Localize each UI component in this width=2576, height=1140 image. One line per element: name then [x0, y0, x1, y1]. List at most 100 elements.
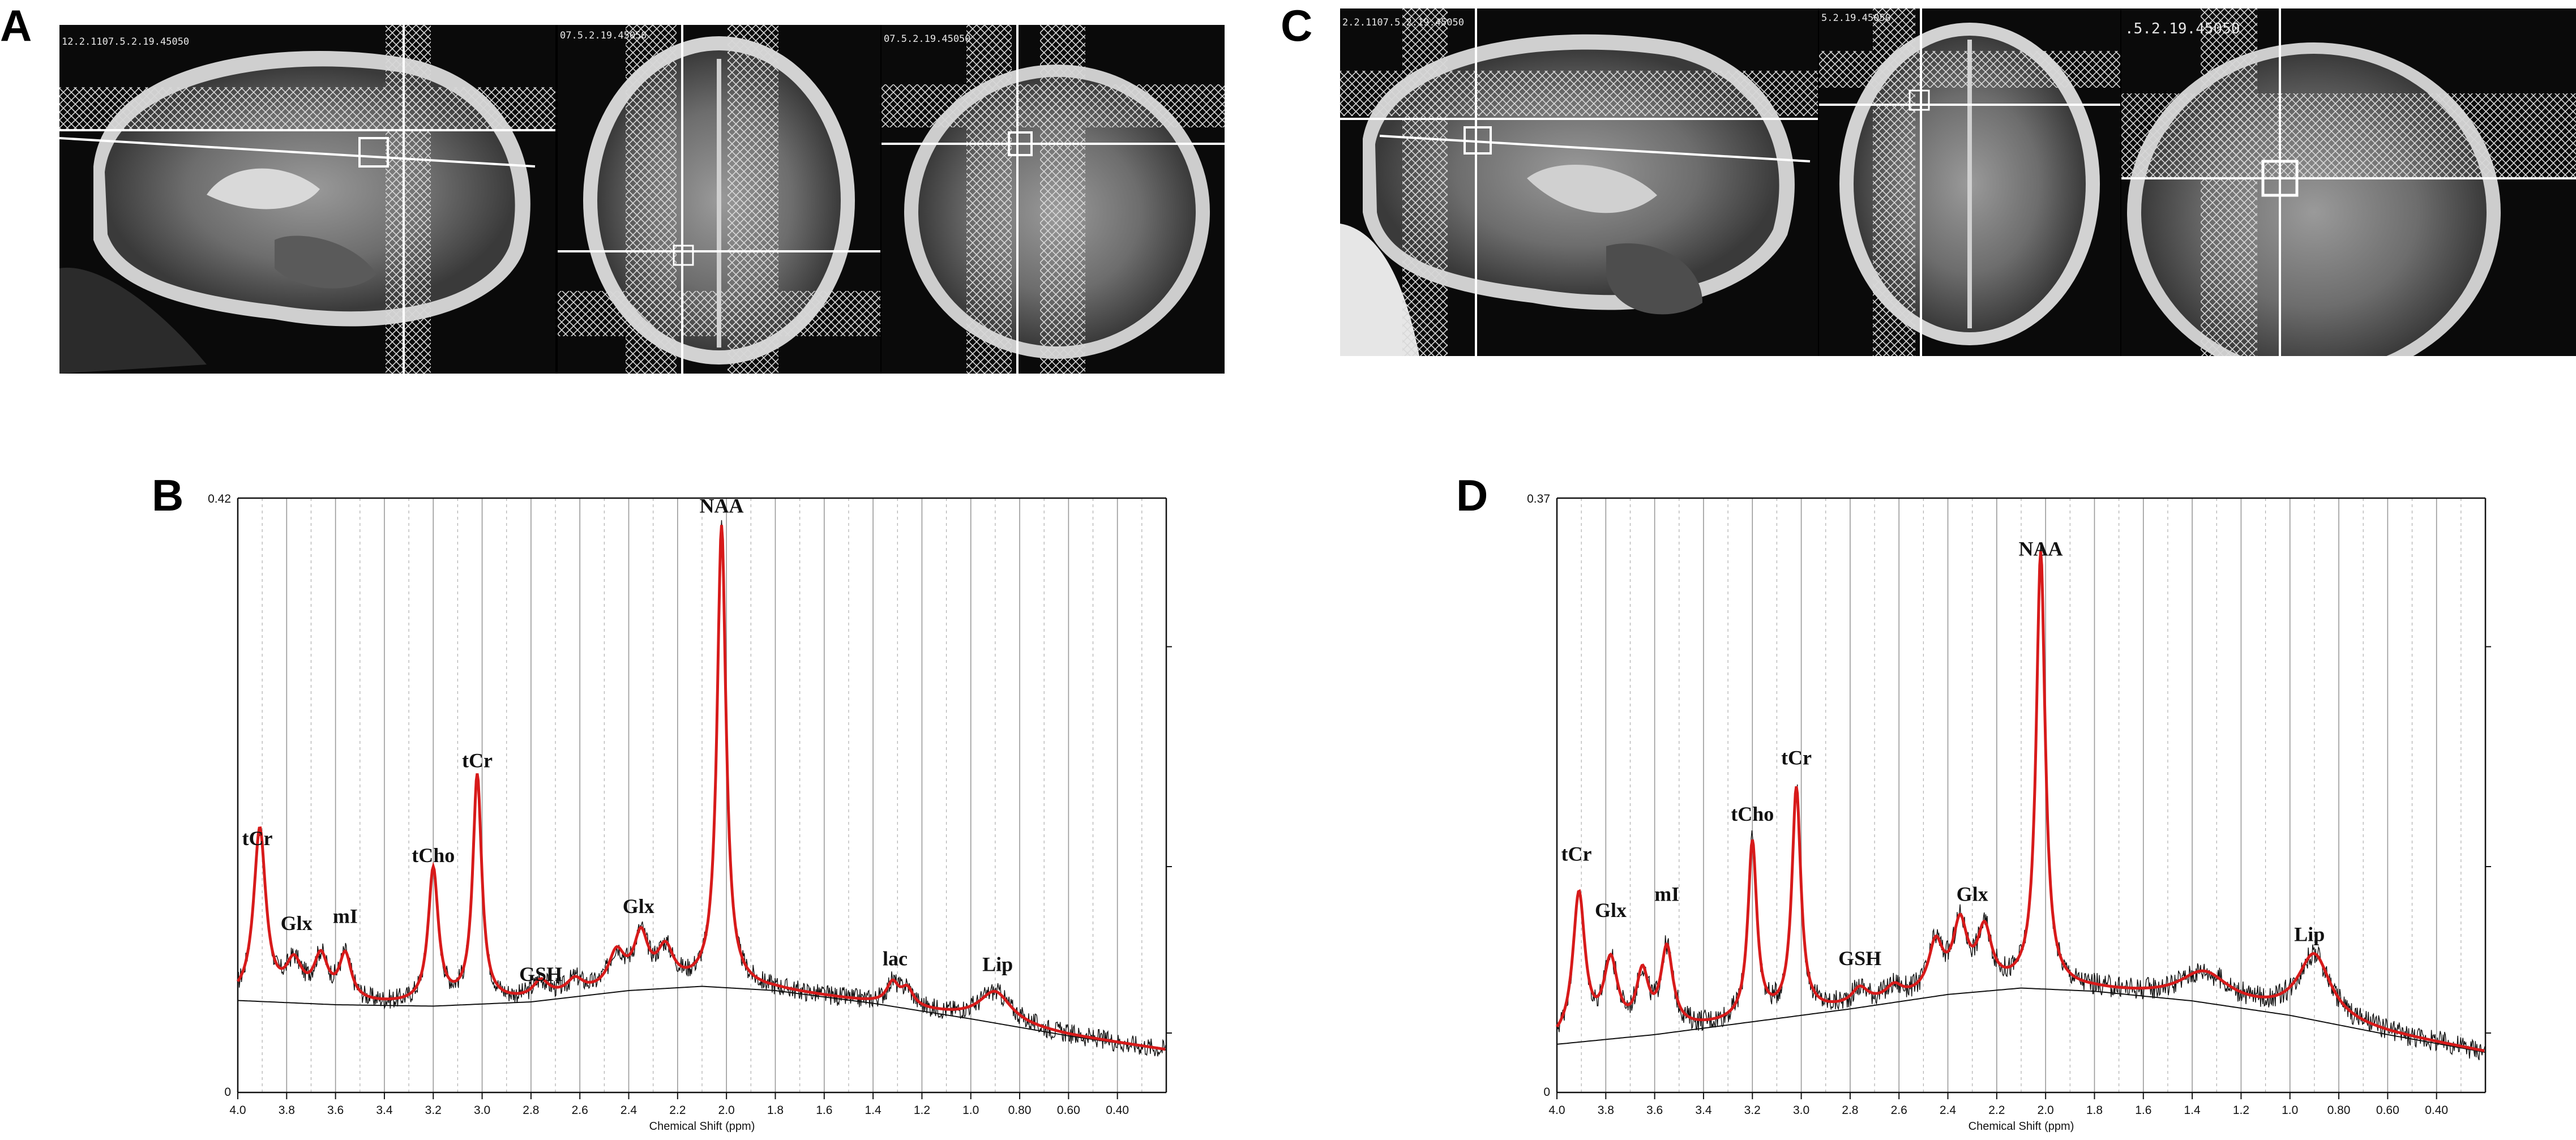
x-tick-label: 2.8	[523, 1104, 539, 1117]
x-tick-label: 1.6	[2135, 1104, 2151, 1117]
sagittal-view-a: 12.2.1107.5.2.19.45050	[59, 25, 555, 374]
peak-label-tcho: tCho	[1731, 803, 1774, 825]
sagittal-view-c: 2.2.1107.5.2.19.45050	[1340, 8, 1818, 356]
peak-labels-d: tCr Glx mI tCho tCr GSH Glx NAA Lip	[1561, 538, 2325, 970]
peak-label-tcr: tCr	[1561, 843, 1592, 865]
panel-label-a: A	[0, 1, 32, 50]
x-tick-label: 1.2	[914, 1104, 930, 1117]
x-tick-label: 2.8	[1842, 1104, 1858, 1117]
peak-label-glx: Glx	[1595, 899, 1627, 922]
x-tick-label: 3.4	[376, 1104, 393, 1117]
peak-label-tcr: tCr	[242, 827, 273, 850]
panel-label-b: B	[152, 470, 184, 520]
peak-label-naa: NAA	[2019, 538, 2063, 560]
x-tick-label: 0.80	[1008, 1104, 1032, 1117]
coronal-view-a: 07.5.2.19.45050	[882, 25, 1225, 374]
x-tick-label: 2.2	[1988, 1104, 2005, 1117]
x-tick-label: 3.2	[1744, 1104, 1761, 1117]
x-tick-label: 2.4	[1940, 1104, 1957, 1117]
mri-strip-c-svg: 2.2.1107.5.2.19.45050 5.2.19.45050 .5.2.…	[1340, 8, 2576, 356]
axes-d	[1556, 497, 2491, 1094]
peak-label-tcr: tCr	[1781, 746, 1812, 769]
grid-b	[262, 498, 1142, 1092]
fit-line-d	[1555, 551, 2485, 1052]
axes-b	[237, 497, 1172, 1094]
peak-label-lip: Lip	[2294, 923, 2325, 946]
axial-view-c: 5.2.19.45050	[1819, 8, 2120, 356]
y-tick-label: 0.37	[1527, 492, 1550, 505]
peak-label-naa: NAA	[700, 495, 744, 517]
x-tick-label: 2.4	[621, 1104, 637, 1117]
panel-label-d: D	[1456, 470, 1488, 520]
fit-line-b	[236, 525, 1166, 1051]
raw-spectrum	[1556, 543, 2485, 1061]
axial-code-a: 07.5.2.19.45050	[560, 30, 647, 41]
coronal-view-c: .5.2.19.45050	[2121, 8, 2576, 356]
x-tick-label: 0.40	[1106, 1104, 1129, 1117]
x-tick-label: 3.0	[1793, 1104, 1809, 1117]
peak-label-glx: Glx	[281, 912, 313, 935]
x-tick-label: 3.6	[327, 1104, 344, 1117]
x-tick-label: 3.4	[1695, 1104, 1712, 1117]
x-tick-label: 2.6	[572, 1104, 588, 1117]
axial-code-c: 5.2.19.45050	[1821, 12, 1891, 24]
x-tick-label: 1.6	[816, 1104, 832, 1117]
peak-label-gsh: GSH	[1838, 947, 1881, 970]
peak-label-gsh: GSH	[519, 963, 562, 985]
x-tick-label: 4.0	[1548, 1104, 1565, 1117]
x-axis-label-d: Chemical Shift (ppm)	[1969, 1120, 2074, 1133]
peak-label-tcr: tCr	[462, 749, 493, 772]
x-tick-label: 0.40	[2425, 1104, 2448, 1117]
panel-label-c: C	[1281, 1, 1313, 50]
peak-label-lac: lac	[883, 948, 908, 970]
raw-data-b	[237, 520, 1166, 1057]
ticks-d: 4.0 3.8 3.6 3.4 3.2 3.0 2.8 2.6 2.4 2.2 2.0 1.8 1.6 1…	[1527, 492, 2448, 1117]
grid-d	[1581, 498, 2462, 1092]
x-axis-label-b: Chemical Shift (ppm)	[649, 1120, 755, 1133]
x-tick-label: 0.60	[2376, 1104, 2399, 1117]
raw-data-d	[1556, 543, 2485, 1061]
peak-label-glx: Glx	[1957, 883, 1988, 906]
x-tick-label: 2.0	[2038, 1104, 2054, 1117]
x-tick-label: 3.2	[425, 1104, 442, 1117]
peak-label-lip: Lip	[982, 953, 1013, 976]
coronal-code-a: 07.5.2.19.45050	[884, 33, 971, 45]
x-tick-label: 1.8	[2086, 1104, 2103, 1117]
x-tick-label: 3.8	[1598, 1104, 1614, 1117]
mri-strip-c: 2.2.1107.5.2.19.45050 5.2.19.45050 .5.2.…	[1340, 8, 2576, 356]
ticks-b: 4.0 3.8 3.6 3.4 3.2 3.0 2.8 2.6 2.4 2.2 2.0 1.8 1.6 1…	[208, 492, 1129, 1117]
sagittal-code-a: 12.2.1107.5.2.19.45050	[62, 36, 189, 48]
coronal-code-c: .5.2.19.45050	[2125, 20, 2240, 37]
x-tick-label: 1.0	[2282, 1104, 2298, 1117]
x-tick-label: 3.0	[474, 1104, 490, 1117]
x-tick-label: 1.0	[962, 1104, 979, 1117]
x-tick-label: 1.2	[2233, 1104, 2249, 1117]
x-tick-label: 0.80	[2327, 1104, 2351, 1117]
x-tick-label: 2.2	[669, 1104, 686, 1117]
spectrum-d-svg: tCr Glx mI tCho tCr GSH Glx NAA Lip 4.0 3.8 3.6 3.4…	[1527, 492, 2491, 1133]
peak-label-tcho: tCho	[412, 844, 455, 867]
y-tick-label: 0	[1543, 1086, 1550, 1099]
fitted-spectrum	[1555, 551, 2485, 1052]
fitted-spectrum	[236, 525, 1166, 1051]
sagittal-code-c: 2.2.1107.5.2.19.45050	[1342, 17, 1464, 28]
spectrum-b: tCr Glx mI tCho tCr GSH Glx NAA lac Lip 4.0 3.8 3.6…	[170, 481, 1178, 1138]
x-tick-label: 2.0	[718, 1104, 735, 1117]
spectrum-d: tCr Glx mI tCho tCr GSH Glx NAA Lip 4.0 3.8 3.6 3.4…	[1489, 481, 2497, 1138]
x-tick-label: 0.60	[1057, 1104, 1080, 1117]
mri-strip-a: 12.2.1107.5.2.19.45050 07.5.2.19.45050	[59, 25, 1225, 374]
peak-label-mi: mI	[1654, 883, 1679, 906]
y-tick-label: 0.42	[208, 492, 231, 505]
y-tick-label: 0	[224, 1086, 231, 1099]
raw-spectrum	[237, 520, 1166, 1057]
axial-view-a: 07.5.2.19.45050	[558, 25, 880, 374]
x-tick-label: 1.8	[767, 1104, 784, 1117]
x-tick-label: 1.4	[2184, 1104, 2201, 1117]
x-tick-label: 4.0	[229, 1104, 246, 1117]
baseline-b	[237, 985, 1167, 1051]
peak-label-glx: Glx	[623, 895, 654, 918]
peak-label-mi: mI	[333, 905, 358, 928]
mri-strip-a-svg: 12.2.1107.5.2.19.45050 07.5.2.19.45050	[59, 25, 1225, 374]
